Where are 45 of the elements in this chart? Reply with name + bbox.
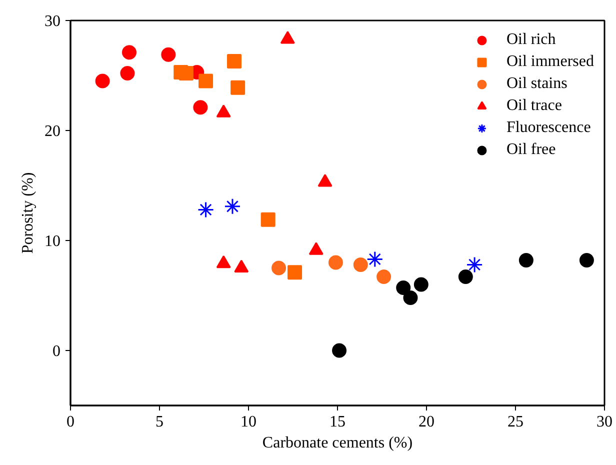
- x-tick-label: 10: [240, 414, 256, 430]
- point: [260, 212, 276, 227]
- x-tick-label: 0: [66, 414, 74, 430]
- point: [288, 265, 302, 280]
- point: [198, 74, 214, 88]
- point: [376, 270, 392, 284]
- point: [458, 270, 473, 284]
- x-tick-label: 30: [596, 414, 612, 430]
- point: [272, 260, 286, 276]
- point: [227, 54, 242, 68]
- legend-label: Oil trace: [506, 97, 562, 115]
- point: [518, 253, 534, 268]
- y-tick-label: 10: [44, 233, 60, 250]
- x-tick-label: 25: [508, 414, 524, 430]
- point: [161, 47, 176, 62]
- point: [466, 256, 483, 273]
- point: [224, 198, 241, 215]
- point: [95, 74, 110, 88]
- y-axis-title: Porosity (%): [20, 172, 36, 254]
- point: [178, 66, 194, 81]
- x-tick-label: 20: [418, 414, 434, 430]
- point: [193, 100, 208, 115]
- legend-label: Oil immersed: [506, 53, 594, 71]
- point: [414, 277, 428, 292]
- x-axis-title: Carbonate cements (%): [262, 434, 413, 452]
- legend-label: Oil free: [506, 141, 556, 159]
- y-tick-label: 30: [44, 13, 60, 30]
- x-tick-label: 15: [330, 414, 346, 430]
- x-tick-label: 5: [156, 414, 164, 430]
- y-tick-label: 20: [44, 123, 60, 140]
- point: [122, 45, 136, 60]
- point: [403, 290, 418, 305]
- legend-label: Fluorescence: [506, 119, 591, 137]
- point: [328, 255, 343, 270]
- point: [396, 280, 411, 296]
- point: [332, 343, 347, 358]
- point: [230, 80, 246, 95]
- y-tick-label: 0: [52, 343, 60, 360]
- legend-label: Oil stains: [506, 75, 568, 93]
- point: [366, 250, 384, 268]
- point: [120, 66, 135, 81]
- point: [579, 253, 594, 268]
- legend-label: Oil rich: [506, 31, 556, 49]
- point: [353, 257, 368, 272]
- point: [198, 201, 214, 218]
